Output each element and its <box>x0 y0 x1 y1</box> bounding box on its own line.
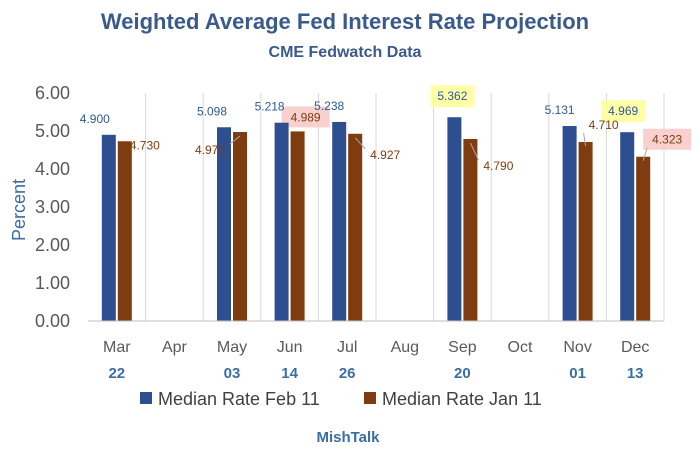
x-tick-label: Nov <box>563 339 591 356</box>
x-date-label: 13 <box>627 365 644 382</box>
highlight-box <box>643 128 692 150</box>
bar-median-rate-jan-11 <box>578 142 593 321</box>
bar-median-rate-feb-11 <box>332 121 347 322</box>
x-tick-label: Apr <box>162 339 188 356</box>
y-tick-label: 2.00 <box>35 235 70 255</box>
x-tick-label: Aug <box>391 339 419 356</box>
x-tick-label: Mar <box>103 339 131 356</box>
leader-line <box>469 142 479 161</box>
bar-median-rate-feb-11 <box>620 132 635 321</box>
data-label-median-rate-jan-11: 4.323 <box>652 133 682 147</box>
data-label-median-rate-jan-11: 4.730 <box>130 138 160 152</box>
axes: 0.00 1.00 2.00 3.00 4.00 5.00 6.00 Mar 22 Apr May 0… <box>35 83 664 382</box>
bar-median-rate-jan-11 <box>233 132 247 321</box>
legend-label-jan-11: Median Rate Jan 11 <box>382 389 542 409</box>
leader-line <box>583 132 587 147</box>
bar-median-rate-feb-11 <box>562 126 577 321</box>
y-tick-label: 4.00 <box>35 159 70 179</box>
x-date-label: 22 <box>108 365 125 382</box>
x-tick-label: Sep <box>448 339 477 356</box>
x-tick-label: Jul <box>337 339 357 356</box>
data-label-median-rate-feb-11: 5.362 <box>437 89 467 103</box>
bar-median-rate-feb-11 <box>274 122 289 321</box>
x-tick-label: May <box>217 339 247 356</box>
legend-label-feb-11: Median Rate Feb 11 <box>158 389 320 409</box>
x-tick-label: Jun <box>277 339 303 356</box>
data-label-median-rate-jan-11: 4.710 <box>589 118 619 132</box>
leader-lines <box>229 132 648 161</box>
bar-median-rate-feb-11 <box>217 127 231 321</box>
legend-swatch-feb-11 <box>140 392 152 404</box>
data-label-median-rate-jan-11: 4.989 <box>291 110 321 124</box>
data-label-median-rate-feb-11: 5.131 <box>545 103 575 117</box>
highlight-box <box>430 85 475 108</box>
data-label-median-rate-feb-11: 5.098 <box>197 104 227 118</box>
y-tick-label: 5.00 <box>35 121 70 141</box>
x-date-label: 01 <box>569 365 586 382</box>
highlight-box <box>281 106 330 128</box>
grid <box>145 93 665 321</box>
highlight-box <box>601 100 646 123</box>
bar-median-rate-jan-11 <box>290 131 305 321</box>
leader-line <box>642 147 648 161</box>
bars <box>101 117 651 322</box>
chart-title: Weighted Average Fed Interest Rate Proje… <box>101 9 589 34</box>
x-date-label: 20 <box>454 365 471 382</box>
x-tick-label: Dec <box>621 339 649 356</box>
bar-median-rate-feb-11 <box>101 134 116 321</box>
data-label-median-rate-jan-11: 4.927 <box>370 148 400 162</box>
label-highlights <box>281 85 692 150</box>
data-label-median-rate-feb-11: 4.969 <box>608 104 638 118</box>
y-tick-label: 1.00 <box>35 273 70 293</box>
bar-median-rate-jan-11 <box>463 138 478 321</box>
data-label-median-rate-feb-11: 5.238 <box>314 99 344 113</box>
bar-median-rate-jan-11 <box>636 156 651 321</box>
y-axis-label: Percent <box>9 179 29 241</box>
data-label-median-rate-feb-11: 5.218 <box>255 100 285 114</box>
x-date-label: 26 <box>339 365 356 382</box>
y-tick-label: 0.00 <box>35 311 70 331</box>
data-label-median-rate-jan-11: 4.790 <box>483 159 513 173</box>
y-tick-label: 6.00 <box>35 83 70 103</box>
x-date-label: 03 <box>224 365 241 382</box>
x-date-label: 14 <box>281 365 298 382</box>
legend: Median Rate Feb 11 Median Rate Jan 11 <box>140 389 542 409</box>
data-label-median-rate-jan-11: 4.973 <box>195 143 225 157</box>
x-tick-label: Oct <box>508 339 533 356</box>
data-label-median-rate-feb-11: 4.900 <box>80 112 110 126</box>
bar-median-rate-jan-11 <box>117 141 132 321</box>
leader-line <box>354 137 366 150</box>
y-tick-label: 3.00 <box>35 197 70 217</box>
footer-brand: MishTalk <box>316 429 380 446</box>
bar-median-rate-feb-11 <box>447 117 462 321</box>
leader-line <box>229 135 241 145</box>
chart-subtitle: CME Fedwatch Data <box>269 44 422 61</box>
bar-median-rate-jan-11 <box>348 133 363 321</box>
legend-swatch-jan-11 <box>364 392 376 404</box>
